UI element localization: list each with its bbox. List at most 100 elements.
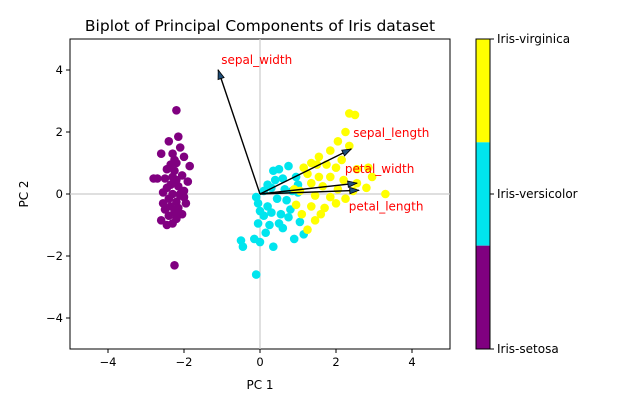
point-iris-virginica	[297, 209, 307, 219]
point-iris-virginica	[331, 163, 341, 172]
point-iris-versicolor	[278, 174, 288, 183]
y-tick-label: 0	[56, 187, 63, 201]
point-iris-setosa	[179, 152, 189, 162]
point-iris-setosa	[158, 199, 168, 208]
point-iris-setosa	[170, 155, 179, 165]
point-iris-virginica	[339, 175, 348, 185]
vector-arrowhead-petal-length	[349, 186, 360, 195]
point-iris-versicolor	[253, 219, 263, 228]
point-iris-versicolor	[265, 220, 274, 230]
plot-area: sepal_length sepal_width petal_width petal_…	[46, 38, 451, 369]
x-tick-label: 0	[256, 355, 263, 369]
point-iris-virginica	[299, 163, 309, 172]
point-iris-virginica	[316, 209, 326, 219]
point-iris-virginica	[307, 178, 316, 188]
point-iris-virginica	[333, 185, 343, 194]
point-iris-versicolor	[263, 202, 272, 211]
point-iris-setosa	[177, 171, 187, 180]
vector-sepal-width	[217, 69, 261, 195]
point-iris-virginica	[318, 181, 328, 191]
point-iris-versicolor	[274, 219, 284, 228]
point-iris-versicolor	[269, 242, 278, 251]
y-axis-label: PC 2	[17, 180, 31, 207]
point-iris-versicolor	[276, 209, 286, 219]
vector-petal-width	[259, 182, 357, 195]
vector-arrowhead-sepal-length	[341, 148, 353, 157]
x-axis-ticks: −4 −2 0 2 4	[100, 349, 416, 369]
point-iris-versicolor	[270, 175, 280, 185]
vector-petal-length	[259, 189, 359, 195]
point-iris-virginica	[326, 192, 335, 202]
point-iris-setosa	[160, 174, 170, 183]
point-iris-versicolor	[255, 206, 265, 216]
point-iris-setosa	[162, 220, 172, 230]
point-iris-virginica	[333, 137, 343, 146]
colorbar-label: Iris-virginica	[497, 32, 570, 46]
point-iris-setosa	[149, 174, 158, 183]
point-iris-virginica	[314, 152, 324, 162]
point-iris-virginica	[310, 191, 320, 200]
point-iris-setosa	[175, 143, 185, 152]
colorbar-segment	[476, 142, 490, 246]
y-tick-label: 2	[56, 125, 63, 139]
point-iris-virginica	[381, 189, 390, 199]
point-iris-virginica	[307, 202, 316, 211]
point-iris-setosa	[179, 192, 189, 202]
x-tick-label: −2	[176, 355, 193, 369]
x-tick-label: 4	[408, 355, 415, 369]
point-iris-setosa	[156, 216, 166, 225]
point-iris-virginica	[341, 194, 350, 203]
point-iris-setosa	[164, 137, 174, 146]
colorbar-label: Iris-versicolor	[497, 187, 578, 201]
point-iris-versicolor	[284, 161, 293, 171]
point-iris-virginica	[341, 127, 350, 137]
point-iris-setosa	[164, 211, 174, 220]
vector-sepal-length	[259, 148, 352, 195]
point-iris-setosa	[156, 149, 166, 158]
point-iris-versicolor	[272, 194, 282, 203]
point-iris-virginica	[310, 216, 320, 225]
point-iris-virginica	[314, 172, 324, 182]
point-iris-versicolor	[255, 237, 265, 247]
colorbar-segment	[476, 39, 490, 143]
point-iris-virginica	[337, 155, 347, 165]
colorbar: Iris-virginica Iris-versicolor Iris-setosa	[475, 32, 578, 356]
loading-vectors: sepal_length sepal_width petal_width petal_…	[217, 53, 429, 213]
point-iris-setosa	[172, 106, 181, 115]
point-iris-versicolor	[286, 205, 295, 214]
point-iris-virginica	[367, 172, 377, 182]
point-iris-virginica	[326, 146, 335, 155]
vector-arrowhead-petal-width	[347, 180, 359, 188]
x-tick-label: 2	[332, 355, 339, 369]
point-iris-versicolor	[267, 208, 276, 217]
point-iris-setosa	[185, 161, 194, 171]
vector-label-petal-length: petal_length	[349, 199, 424, 213]
y-tick-label: 4	[56, 63, 63, 77]
colorbar-segment	[476, 245, 490, 349]
point-iris-setosa	[174, 132, 183, 141]
point-iris-versicolor	[295, 217, 305, 227]
point-iris-virginica	[320, 203, 329, 213]
y-tick-label: −4	[46, 311, 63, 325]
point-iris-setosa	[174, 181, 183, 191]
point-iris-virginica	[331, 199, 341, 208]
y-tick-label: −2	[46, 249, 63, 263]
point-iris-versicolor	[238, 242, 248, 251]
point-iris-virginica	[364, 163, 373, 172]
chart-title: Biplot of Principal Components of Iris d…	[85, 17, 435, 35]
x-axis-label: PC 1	[246, 378, 273, 392]
point-iris-setosa	[164, 194, 174, 203]
point-iris-virginica	[345, 141, 354, 151]
point-iris-versicolor	[289, 234, 299, 244]
point-iris-versicolor	[269, 166, 278, 176]
point-iris-setosa	[162, 183, 172, 193]
point-iris-setosa	[177, 209, 187, 219]
point-iris-versicolor	[284, 212, 293, 222]
vector-label-petal-width: petal_width	[345, 162, 414, 176]
vector-label-sepal-width: sepal_width	[221, 53, 292, 67]
vector-arrowhead-sepal-width	[217, 68, 225, 81]
vector-label-sepal-length: sepal_length	[353, 126, 429, 140]
point-iris-virginica	[352, 164, 362, 174]
point-iris-setosa	[183, 177, 193, 186]
